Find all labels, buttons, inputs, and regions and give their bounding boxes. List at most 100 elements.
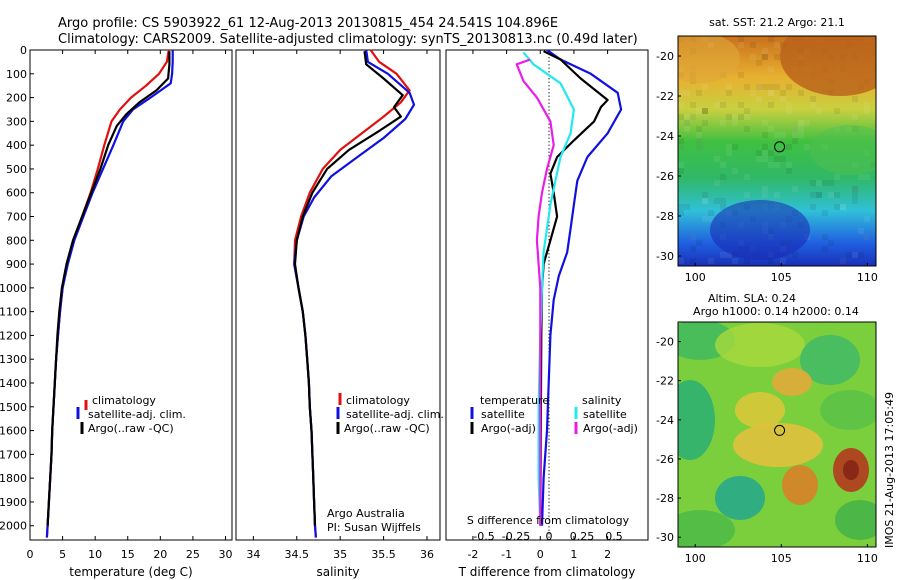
sst-pixel [678,210,684,216]
sst-pixel [768,162,774,168]
sst-pixel [696,144,702,150]
y-tick-label-14: 1400 [0,377,27,390]
temperature-panel: 0100200300400500600700800900100011001200… [0,44,233,579]
y-tick-label-1: 100 [6,68,27,81]
difference-legend: temperature salinity satellite Argo(-adj… [470,394,638,435]
x-tick-label-4: 20 [153,548,167,561]
x-tick-label-3: 15 [121,548,135,561]
sst-pixel [792,132,798,138]
legend-title-salinity: salinity [582,394,622,407]
sst-pixel [690,234,696,240]
sst-pixel [726,144,732,150]
sst-pixel [780,96,786,102]
sst-pixel [846,252,852,258]
map-y-tick-label-5: -30 [656,250,674,263]
s-tick-2: -0.25 [502,530,530,543]
sst-pixel [792,126,798,132]
sst-pixel [714,102,720,108]
sst-pixel [756,84,762,90]
legend-t-argo: Argo(-adj) [481,422,536,435]
sst-map-title: sat. SST: 21.2 Argo: 21.1 [709,16,845,29]
sst-pixel [852,192,858,198]
difference-panel: -2 -1 0 1 2 T difference from climatology S … [445,49,649,579]
t-difference-xlabel: T difference from climatology [458,565,636,579]
s-difference-xlabel: S difference from climatology [467,514,630,527]
y-tick-label-18: 1800 [0,472,27,485]
sst-pixel [762,150,768,156]
sst-pixel [834,174,840,180]
sla-map-axes: 100 105 110 -20 -22 -24 -26 -28 -30 [656,336,878,565]
legend-title-temperature: temperature [480,394,549,407]
sst-pixel [822,180,828,186]
legend-climatology-s: climatology [346,394,410,407]
sst-pixel [702,198,708,204]
sst-pixel [792,126,798,132]
sst-pixel [852,198,858,204]
sst-pixel [780,90,786,96]
y-tick-label-13: 1300 [0,353,27,366]
y-tick-label-16: 1600 [0,425,27,438]
sla-map-frame [677,321,877,548]
legend-s-satellite: satellite [583,408,627,421]
salinity-lines [293,49,416,538]
sst-pixel [696,144,702,150]
x-tick-label-1: 34.5 [285,548,310,561]
sst-pixel [708,258,714,264]
sst-pixel [720,198,726,204]
sst-map: sat. SST: 21.2 Argo: 21.1 100 105 110 -20 -2… [656,16,878,284]
sst-pixel [720,252,726,258]
sst-pixel [762,144,768,150]
sst-pixel [774,156,780,162]
depth-axis: 0 100 200 300 400 500 600 700 800 900 1000 1100 1200… [0,44,34,533]
sst-pixel [738,102,744,108]
sst-pixel [810,96,816,102]
sst-pixel [690,114,696,120]
sst-pixel [762,54,768,60]
sst-pixel [834,108,840,114]
map-x-tick-label-1: 105 [771,552,792,565]
sst-pixel [696,138,702,144]
y-tick-label-12: 1200 [0,329,27,342]
sst-pixel [786,84,792,90]
annotation-institution: Argo Australia [327,507,405,520]
y-tick-label-2: 200 [6,92,27,105]
legend-argo: Argo(..raw -QC) [88,422,174,435]
legend-argo-s: Argo(..raw -QC) [344,422,430,435]
sst-pixel [750,54,756,60]
sst-pixel [768,90,774,96]
difference-axes [445,49,649,541]
x-tick-label-4: 2 [604,548,611,561]
sst-pixel [678,114,684,120]
sst-pixel [726,114,732,120]
sst-pixel [780,258,786,264]
sst-pixel [702,120,708,126]
sst-pixel [690,258,696,264]
sst-pixel [744,192,750,198]
series-line-0 [540,49,623,526]
sst-pixel [690,102,696,108]
sst-pixel [780,156,786,162]
x-tick-label-3: 35.5 [371,548,396,561]
argo-position-marker-sla [774,424,786,436]
legend-climatology: climatology [92,394,156,407]
sst-pixel [756,60,762,66]
sst-pixel [774,42,780,48]
x-tick-label-0: 34 [246,548,260,561]
sst-pixel [786,162,792,168]
sst-pixel [864,216,870,222]
sst-pixel [810,204,816,210]
sst-pixel [804,144,810,150]
salinity-x-axis: 34 34.5 35 35.5 36 [246,50,434,561]
sst-pixel [684,126,690,132]
sst-pixel [768,66,774,72]
y-tick-label-3: 300 [6,115,27,128]
sst-pixel [756,84,762,90]
series-line-2 [46,51,171,526]
y-tick-label-0: 0 [20,44,27,57]
sst-pixel [798,132,804,138]
map-y-tick-label-3: -26 [656,453,674,466]
sst-pixel [678,258,684,264]
sst-pixel [678,168,684,174]
sst-pixel [834,204,840,210]
argo-position-marker [774,141,786,153]
